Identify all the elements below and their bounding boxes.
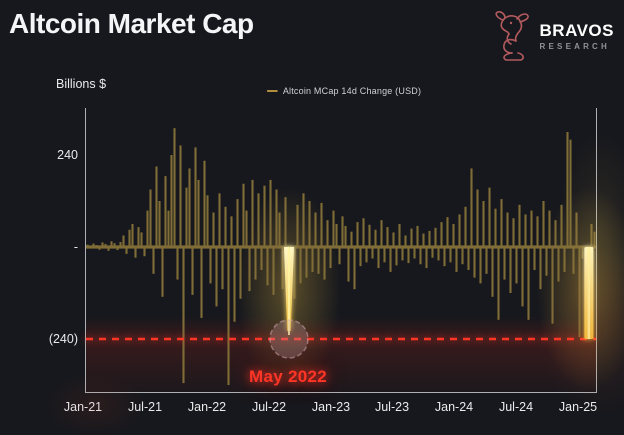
x-tick-label: Jul-22 <box>251 400 287 414</box>
page-title: Altcoin Market Cap <box>9 8 254 39</box>
brand-subtitle: RESEARCH <box>539 41 611 51</box>
bravos-logo: BRAVOS RESEARCH <box>490 10 614 62</box>
legend: Altcoin MCap 14d Change (USD) <box>266 86 422 96</box>
x-tick-label: Jan-23 <box>311 400 351 414</box>
brand-text: BRAVOS RESEARCH <box>540 22 614 51</box>
x-tick-label: Jan-25 <box>558 400 598 414</box>
legend-swatch <box>266 89 278 93</box>
y-tick-240: 240 <box>57 148 78 162</box>
event-highlight-circle <box>269 319 309 359</box>
bars-svg <box>86 128 624 392</box>
y-tick-zero: - <box>73 240 78 254</box>
x-tick-label: Jan-21 <box>63 400 103 414</box>
x-tick-label: Jul-23 <box>374 400 410 414</box>
plot-area <box>85 108 624 393</box>
x-tick-label: Jan-24 <box>434 400 474 414</box>
brand-name: BRAVOS <box>539 20 614 40</box>
x-axis-labels: Jan-21 Jul-21 Jan-22 Jul-22 Jan-23 Jul-2… <box>0 400 624 418</box>
legend-label: Altcoin MCap 14d Change (USD) <box>282 86 422 96</box>
y-tick-neg-240: (240) <box>48 332 78 346</box>
x-tick-label: Jul-24 <box>498 400 534 414</box>
y-axis-unit-label: Billions $ <box>56 77 107 91</box>
annotation-may-2022: May 2022 <box>248 367 328 386</box>
x-tick-label: Jul-21 <box>127 400 163 414</box>
bull-knight-icon <box>494 11 529 61</box>
x-tick-label: Jan-22 <box>187 400 227 414</box>
